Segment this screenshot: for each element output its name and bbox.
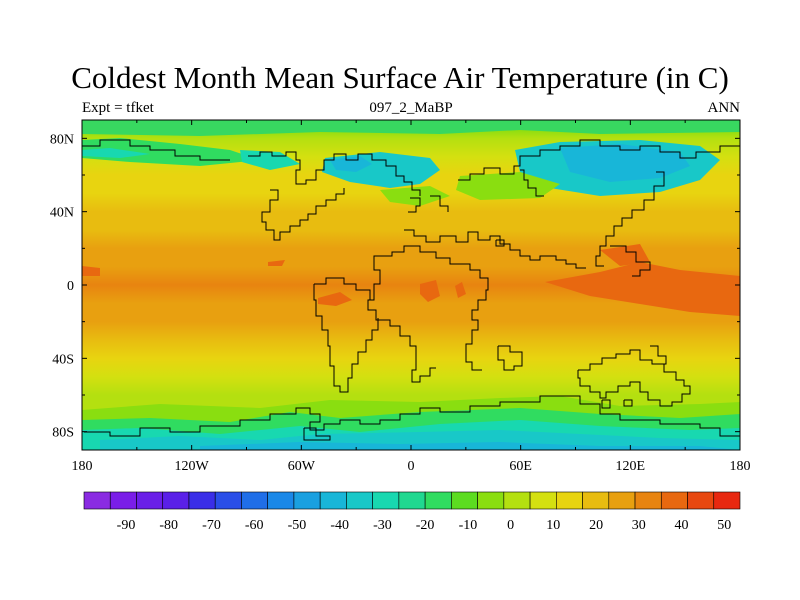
colorbar-tick-label: 30 <box>632 518 646 533</box>
colorbar-swatch <box>424 491 452 510</box>
colorbar-swatch <box>660 491 688 510</box>
colorbar-tick-label: -30 <box>373 518 392 533</box>
colorbar-swatch <box>556 491 583 510</box>
colorbar-swatch <box>267 491 295 510</box>
colorbar-swatch <box>477 491 505 510</box>
south-cold-regions <box>82 396 740 450</box>
colorbar-tick-label: -10 <box>459 518 478 533</box>
colorbar-swatch <box>109 491 137 510</box>
colorbar-tick-label: 50 <box>717 518 731 533</box>
colorbar-swatch <box>634 491 662 510</box>
colorbar-swatch <box>398 491 426 510</box>
colorbar-tick-label: 10 <box>546 518 560 533</box>
colorbar-swatch <box>687 491 715 510</box>
colorbar-tick-label: 0 <box>507 518 514 533</box>
lat-tick-label: 80N <box>50 132 74 147</box>
colorbar-swatch <box>608 491 636 510</box>
season-label: ANN <box>707 100 741 116</box>
lon-tick-label: 60E <box>509 459 532 474</box>
colorbar-swatch <box>372 491 400 510</box>
colorbar-swatch <box>188 491 216 510</box>
colorbar-tick-label: -20 <box>416 518 435 533</box>
colorbar: -90 -80 -70 -60 -50 -40 -30 -20 -10 0 10 20 30 40 50 <box>83 491 741 533</box>
longitude-axis: 180 120W 60W 0 60E 120E 180 <box>72 120 751 474</box>
colorbar-swatch <box>136 491 164 510</box>
colorbar-tick-label: -90 <box>117 518 136 533</box>
lon-tick-label: 120E <box>616 459 646 474</box>
colorbar-swatch <box>214 491 242 510</box>
experiment-label: Expt = tfket <box>82 100 154 116</box>
lon-tick-label: 60W <box>288 459 316 474</box>
colorbar-tick-label: -40 <box>330 518 349 533</box>
colorbar-swatch <box>713 491 741 510</box>
colorbar-swatch <box>582 491 610 510</box>
lon-tick-label: 180 <box>72 459 93 474</box>
colorbar-tick-label: 20 <box>589 518 603 533</box>
colorbar-swatch <box>346 491 373 510</box>
lon-tick-label: 0 <box>408 459 415 474</box>
north-cold-regions <box>82 120 740 206</box>
lat-tick-label: 80S <box>52 426 74 441</box>
coastlines <box>82 139 740 441</box>
colorbar-swatch <box>451 491 478 510</box>
map-field <box>82 120 740 450</box>
lon-tick-label: 180 <box>730 459 751 474</box>
equatorial-warm-regions <box>82 244 740 316</box>
map-title: Coldest Month Mean Surface Air Temperatu… <box>71 60 729 95</box>
colorbar-swatch <box>162 491 190 510</box>
colorbar-swatch <box>241 491 268 510</box>
colorbar-tick-label: -50 <box>288 518 307 533</box>
lon-tick-label: 120W <box>175 459 210 474</box>
period-label: 097_2_MaBP <box>369 100 453 116</box>
lat-tick-label: 40N <box>50 206 74 221</box>
colorbar-swatch <box>83 491 111 510</box>
colorbar-swatch <box>529 491 557 510</box>
colorbar-tick-label: -60 <box>245 518 264 533</box>
colorbar-tick-label: 40 <box>675 518 689 533</box>
colorbar-swatch <box>319 491 347 510</box>
lat-tick-label: 0 <box>67 279 74 294</box>
colorbar-swatch <box>293 491 321 510</box>
colorbar-tick-label: -70 <box>202 518 221 533</box>
latitude-axis: 80N 40N 0 40S 80S <box>50 132 740 441</box>
colorbar-tick-label: -80 <box>159 518 178 533</box>
colorbar-swatch <box>503 491 531 510</box>
lat-tick-label: 40S <box>52 352 74 367</box>
